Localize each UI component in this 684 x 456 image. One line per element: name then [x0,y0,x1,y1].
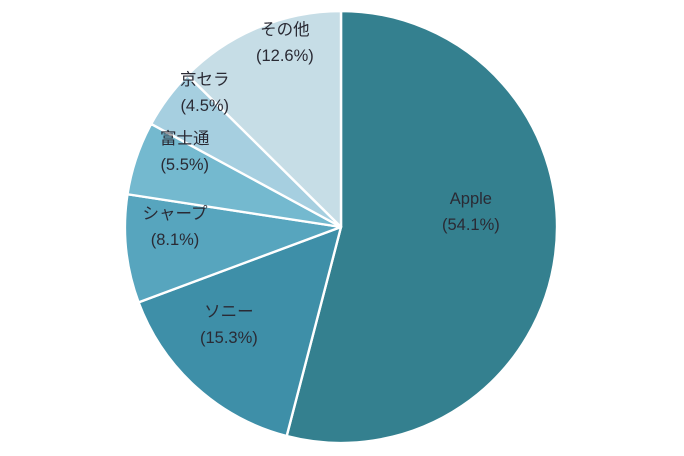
pie-slices-group [123,9,559,445]
pie-slice[interactable] [123,193,343,304]
pie-slice[interactable] [137,225,343,438]
pie-slice[interactable] [285,9,559,445]
pie-slice[interactable] [186,9,343,229]
